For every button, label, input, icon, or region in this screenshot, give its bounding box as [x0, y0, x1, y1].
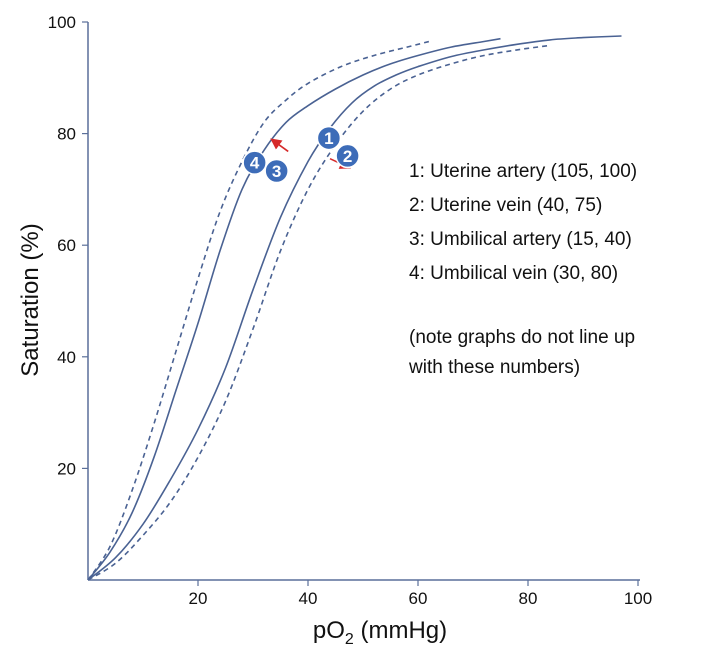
curve-3-solid — [87, 35, 622, 581]
y-axis-title: Saturation (%) — [17, 223, 44, 376]
x-axis-title-main: pO — [313, 617, 345, 644]
x-axis-title-unit: (mmHg) — [354, 617, 447, 644]
y-tick-label: 80 — [57, 125, 76, 144]
note-line-2: with these numbers) — [408, 357, 580, 378]
point-marker-3: 3 — [264, 158, 289, 184]
x-tick-label: 100 — [624, 589, 652, 608]
marker-circle — [264, 158, 289, 184]
legend-item-1: 1: Uterine artery (105, 100) — [409, 161, 637, 182]
marker-label: 1 — [324, 129, 333, 148]
marker-circle — [335, 143, 360, 169]
y-tick-label: 100 — [48, 13, 76, 32]
point-marker-1: 1 — [316, 125, 342, 151]
marker-label: 3 — [272, 162, 281, 181]
legend-item-2: 2: Uterine vein (40, 75) — [409, 195, 602, 216]
curve-1-dashed — [87, 40, 430, 581]
x-tick-label: 40 — [299, 589, 318, 608]
series-layer — [87, 35, 622, 581]
point-marker-4: 4 — [242, 150, 267, 175]
note-line-1: (note graphs do not line up — [409, 327, 635, 348]
axes — [87, 22, 640, 581]
note: (note graphs do not line up with these n… — [408, 327, 635, 378]
y-tick-label: 20 — [57, 459, 76, 478]
x-axis-title-subscript: 2 — [345, 631, 354, 648]
x-tick-label: 60 — [409, 589, 428, 608]
y-ticks: 20 40 60 80 100 — [48, 13, 88, 478]
marker-circle — [316, 125, 342, 151]
marker-circle — [242, 150, 267, 175]
y-tick-label: 40 — [57, 348, 76, 367]
y-tick-label: 60 — [57, 236, 76, 255]
shift-arrow-2 — [270, 138, 289, 153]
marker-label: 2 — [343, 147, 352, 166]
point-marker-2: 2 — [335, 143, 360, 169]
marker-label: 4 — [250, 154, 260, 173]
x-axis-title: pO2 (mmHg) — [313, 617, 447, 648]
x-ticks: 20 40 60 80 100 — [189, 580, 652, 608]
legend-item-4: 4: Umbilical vein (30, 80) — [409, 263, 618, 284]
legend: 1: Uterine artery (105, 100) 2: Uterine … — [409, 161, 637, 284]
legend-item-3: 3: Umbilical artery (15, 40) — [409, 229, 632, 250]
marker-layer: 12 34 — [242, 125, 360, 184]
x-tick-label: 80 — [519, 589, 538, 608]
x-tick-label: 20 — [189, 589, 208, 608]
curve-2-solid — [87, 37, 501, 581]
curve-4-dashed — [87, 44, 551, 581]
